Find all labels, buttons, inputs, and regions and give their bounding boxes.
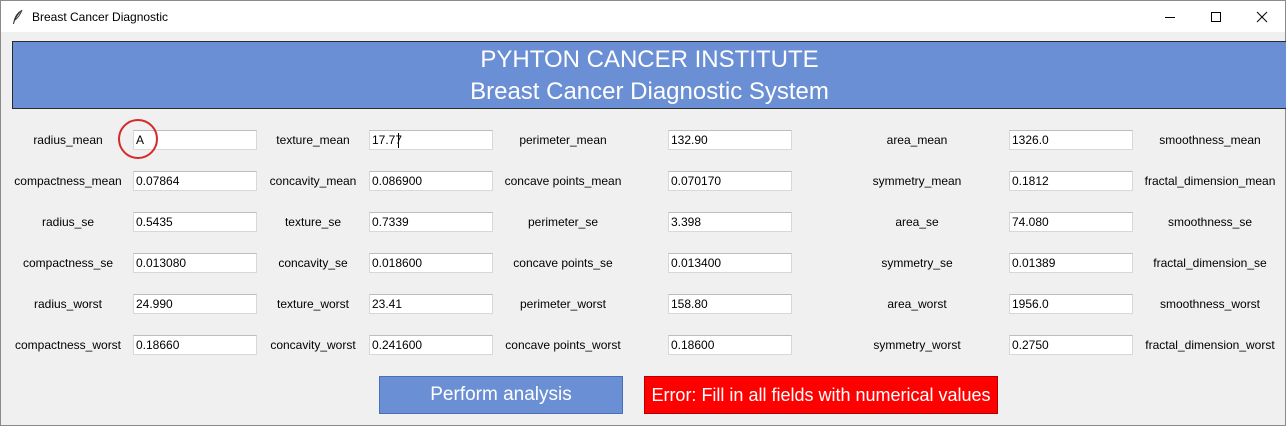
label-concave-points-mean: concave points_mean: [504, 174, 622, 188]
input-radius-worst[interactable]: [133, 294, 257, 314]
label-symmetry-worst: symmetry_worst: [873, 338, 961, 352]
input-perimeter-se[interactable]: [668, 212, 792, 232]
label-smoothness-se: smoothness_se: [1167, 215, 1253, 229]
label-concave-points-worst: concave points_worst: [505, 338, 621, 352]
label-symmetry-se: symmetry_se: [881, 256, 953, 270]
minimize-icon: [1165, 16, 1175, 18]
label-concavity-worst: concavity_worst: [270, 338, 356, 352]
input-compactness-se[interactable]: [133, 253, 257, 273]
input-compactness-worst[interactable]: [133, 335, 257, 355]
input-perimeter-mean[interactable]: [668, 130, 792, 150]
input-concave-points-mean[interactable]: [668, 171, 792, 191]
input-concavity-mean[interactable]: [369, 171, 493, 191]
label-concavity-mean: concavity_mean: [269, 174, 357, 188]
label-fractal-dimension-worst: fractal_dimension_worst: [1145, 338, 1275, 352]
label-smoothness-mean: smoothness_mean: [1159, 133, 1261, 147]
label-radius-se: radius_se: [41, 215, 95, 229]
label-compactness-mean: compactness_mean: [14, 174, 122, 188]
input-radius-se[interactable]: [133, 212, 257, 232]
label-compactness-worst: compactness_worst: [14, 338, 122, 352]
input-concavity-se[interactable]: [369, 253, 493, 273]
system-name: Breast Cancer Diagnostic System: [470, 78, 829, 105]
label-area-worst: area_worst: [887, 297, 947, 311]
label-fractal-dimension-mean: fractal_dimension_mean: [1144, 174, 1276, 188]
label-concavity-se: concavity_se: [278, 256, 348, 270]
label-perimeter-mean: perimeter_mean: [519, 133, 607, 147]
label-area-mean: area_mean: [886, 133, 948, 147]
input-texture-mean[interactable]: [369, 130, 493, 150]
text-cursor: [398, 133, 399, 148]
label-radius-worst: radius_worst: [33, 297, 103, 311]
input-concave-points-se[interactable]: [668, 253, 792, 273]
maximize-button[interactable]: [1193, 1, 1239, 32]
feather-icon: [13, 9, 23, 24]
input-concave-points-worst[interactable]: [668, 335, 792, 355]
title-bar[interactable]: Breast Cancer Diagnostic: [1, 1, 1285, 32]
label-texture-worst: texture_worst: [276, 297, 350, 311]
label-fractal-dimension-se: fractal_dimension_se: [1153, 256, 1267, 270]
label-concave-points-se: concave points_se: [513, 256, 613, 270]
minimize-button[interactable]: [1147, 1, 1193, 32]
label-symmetry-mean: symmetry_mean: [872, 174, 962, 188]
input-radius-mean[interactable]: [133, 130, 257, 150]
label-area-se: area_se: [895, 215, 939, 229]
label-texture-mean: texture_mean: [276, 133, 350, 147]
input-compactness-mean[interactable]: [133, 171, 257, 191]
label-radius-mean: radius_mean: [33, 133, 103, 147]
label-smoothness-worst: smoothness_worst: [1159, 297, 1261, 311]
window-title: Breast Cancer Diagnostic: [32, 10, 169, 24]
label-perimeter-se: perimeter_se: [527, 215, 599, 229]
perform-analysis-button[interactable]: Perform analysis: [379, 376, 623, 414]
maximize-icon: [1211, 11, 1221, 22]
input-symmetry-mean[interactable]: [1009, 171, 1133, 191]
error-message: Error: Fill in all fields with numerical…: [644, 376, 998, 414]
header-banner: PYHTON CANCER INSTITUTE Breast Cancer Di…: [12, 41, 1286, 109]
input-symmetry-se[interactable]: [1009, 253, 1133, 273]
label-compactness-se: compactness_se: [22, 256, 114, 270]
input-area-se[interactable]: [1009, 212, 1133, 232]
label-texture-se: texture_se: [284, 215, 342, 229]
institute-name: PYHTON CANCER INSTITUTE: [480, 46, 819, 73]
input-concavity-worst[interactable]: [369, 335, 493, 355]
close-button[interactable]: [1239, 1, 1285, 32]
label-perimeter-worst: perimeter_worst: [519, 297, 607, 311]
input-area-mean[interactable]: [1009, 130, 1133, 150]
input-texture-worst[interactable]: [369, 294, 493, 314]
close-icon: [1256, 11, 1268, 22]
input-area-worst[interactable]: [1009, 294, 1133, 314]
input-texture-se[interactable]: [369, 212, 493, 232]
input-perimeter-worst[interactable]: [668, 294, 792, 314]
input-symmetry-worst[interactable]: [1009, 335, 1133, 355]
